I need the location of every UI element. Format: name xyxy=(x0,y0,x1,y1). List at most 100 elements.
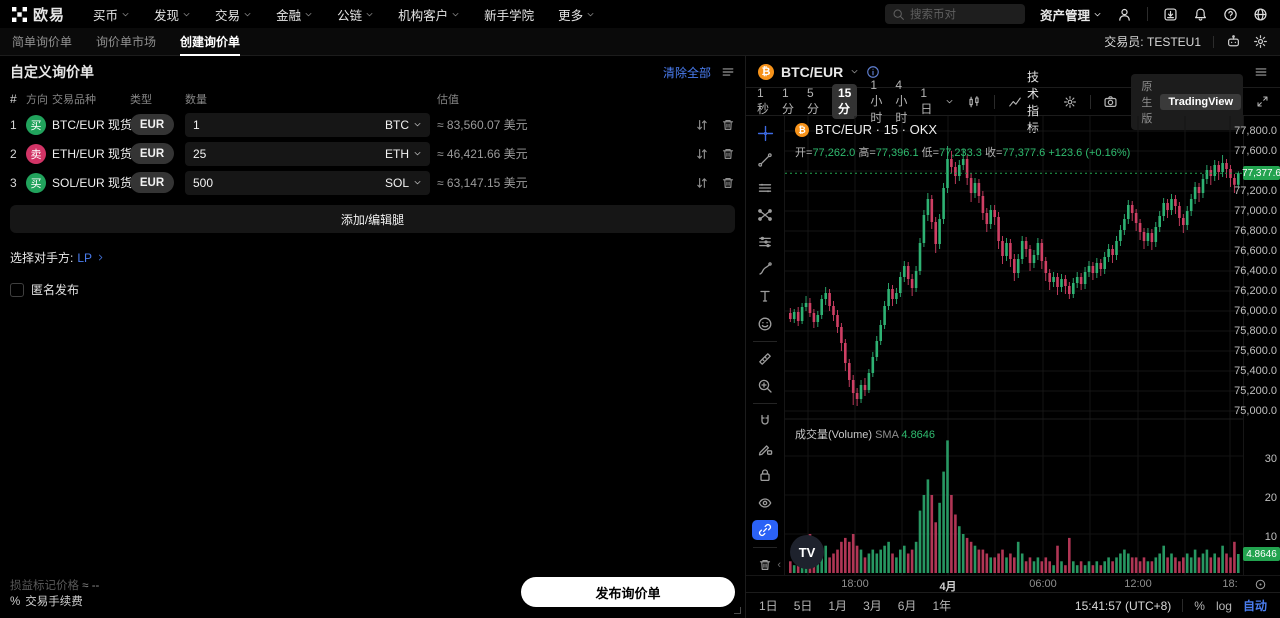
quote-currency-pill[interactable]: EUR xyxy=(130,172,174,193)
nav-item[interactable]: 发现 xyxy=(154,5,191,24)
log-scale-button[interactable]: log xyxy=(1215,598,1232,613)
percent-scale-button[interactable]: % xyxy=(1194,598,1205,613)
crosshair-tool-icon[interactable] xyxy=(752,123,778,143)
amount-input[interactable]: 1 BTC xyxy=(185,112,430,137)
nav-item[interactable]: 公链 xyxy=(337,5,374,24)
timeframe-1秒[interactable]: 1秒 xyxy=(757,86,770,116)
direction-badge[interactable]: 卖 xyxy=(26,143,46,164)
publish-rfq-button[interactable]: 发布询价单 xyxy=(521,577,735,607)
symbol-selector[interactable]: BTC/EUR xyxy=(781,63,844,80)
list-menu-icon[interactable] xyxy=(721,65,735,79)
native-version-tab[interactable]: 原生版 xyxy=(1141,80,1153,125)
expand-icon[interactable] xyxy=(1256,95,1269,108)
leg-index: 2 xyxy=(10,146,17,161)
anonymous-checkbox[interactable] xyxy=(10,282,24,297)
collapse-toolbar-arrow[interactable]: ‹ xyxy=(777,559,781,571)
nav-item[interactable]: 交易 xyxy=(215,5,252,24)
range-1年[interactable]: 1年 xyxy=(932,599,952,613)
brush-tool-icon[interactable] xyxy=(752,259,778,279)
nav-item-label: 新手学院 xyxy=(484,8,535,23)
swap-direction-icon[interactable] xyxy=(695,147,709,161)
trash-tool-icon[interactable] xyxy=(752,555,778,575)
counterparty-value-link[interactable]: LP xyxy=(77,250,93,265)
chart-plot-area[interactable]: ₿ BTC/EUR · 15 · OKX 开=77,262.0 高=77,396… xyxy=(785,116,1243,575)
tab-询价单市场[interactable]: 询价单市场 xyxy=(96,35,157,49)
clock[interactable]: 15:41:57 (UTC+8) xyxy=(1074,598,1172,613)
range-6月[interactable]: 6月 xyxy=(897,599,917,613)
range-1日[interactable]: 1日 xyxy=(759,599,778,613)
screenshot-icon[interactable] xyxy=(1103,94,1118,109)
range-1月[interactable]: 1月 xyxy=(828,599,848,613)
xabcd-pattern-tool-icon[interactable] xyxy=(752,205,778,225)
timeframe-4小时[interactable]: 4小时 xyxy=(895,77,908,125)
timeframe-1分[interactable]: 1分 xyxy=(782,86,795,116)
resize-corner[interactable] xyxy=(734,607,741,614)
clear-all-button[interactable]: 清除全部 xyxy=(662,65,711,80)
okx-logo[interactable]: 欧易 xyxy=(12,4,65,25)
goto-realtime-icon[interactable] xyxy=(1254,578,1267,591)
range-3月[interactable]: 3月 xyxy=(863,599,882,613)
timeframe-1小时[interactable]: 1小时 xyxy=(870,77,883,125)
direction-badge[interactable]: 买 xyxy=(26,114,46,135)
help-icon[interactable] xyxy=(1223,7,1238,22)
currency-select[interactable]: SOL xyxy=(385,176,422,190)
chevron-down-icon[interactable] xyxy=(850,67,859,76)
price-axis[interactable]: 77,800.0 77,600.0 77,200.0 77,000.0 76,800.0… xyxy=(1234,116,1280,575)
swap-direction-icon[interactable] xyxy=(695,118,709,132)
magnet-tool-icon[interactable] xyxy=(752,411,778,431)
bell-icon[interactable] xyxy=(1193,7,1208,22)
eye-tool-icon[interactable] xyxy=(752,492,778,512)
time-axis[interactable]: 18:00 4月 06:00 12:00 18: xyxy=(746,575,1280,593)
globe-icon[interactable] xyxy=(1253,7,1268,22)
download-icon[interactable] xyxy=(1163,7,1178,22)
currency-select[interactable]: BTC xyxy=(385,118,422,132)
range-5日[interactable]: 5日 xyxy=(793,599,813,613)
zoom-in-tool-icon[interactable] xyxy=(752,376,778,396)
timeframe-1日[interactable]: 1日 xyxy=(920,86,933,116)
tab-简单询价单[interactable]: 简单询价单 xyxy=(12,35,73,49)
text-tool-icon[interactable] xyxy=(752,286,778,306)
nav-item[interactable]: 新手学院 xyxy=(484,5,534,24)
nav-item[interactable]: 买币 xyxy=(93,5,130,24)
tab-创建询价单[interactable]: 创建询价单 xyxy=(180,28,241,56)
delete-leg-icon[interactable] xyxy=(721,147,735,161)
quote-currency-pill[interactable]: EUR xyxy=(130,143,174,164)
nav-item[interactable]: 机构客户 xyxy=(398,5,460,24)
tradingview-tab[interactable]: TradingView xyxy=(1160,93,1241,110)
emoji-tool-icon[interactable] xyxy=(752,313,778,333)
amount-input[interactable]: 500 SOL xyxy=(185,170,430,195)
trend-line-tool-icon[interactable] xyxy=(752,150,778,170)
leg-row: 2 卖 ETH/EUR 现货 EUR 25 ETH ≈ 46,421.66 美元 xyxy=(0,139,745,168)
user-icon[interactable] xyxy=(1117,7,1132,22)
asset-management-menu[interactable]: 资产管理 xyxy=(1040,5,1102,24)
auto-scale-button[interactable]: 自动 xyxy=(1242,599,1267,613)
search-input[interactable]: 搜索币对 xyxy=(884,4,1025,24)
quote-currency-pill[interactable]: EUR xyxy=(130,114,174,135)
lock-tool-icon[interactable] xyxy=(752,465,778,485)
info-icon[interactable] xyxy=(866,65,880,79)
delete-leg-icon[interactable] xyxy=(721,118,735,132)
gear-icon[interactable] xyxy=(1253,34,1268,49)
long-position-tool-icon[interactable] xyxy=(752,232,778,252)
link-tool-icon[interactable] xyxy=(752,519,778,540)
draw-lock-tool-icon[interactable] xyxy=(752,438,778,458)
chart-settings-icon[interactable] xyxy=(1063,95,1077,109)
nav-item[interactable]: 更多 xyxy=(558,5,595,24)
timeframe-5分[interactable]: 5分 xyxy=(807,86,820,116)
chart-type-icon[interactable] xyxy=(967,95,981,109)
timeframe-15分[interactable]: 15分 xyxy=(832,84,858,119)
parallel-channel-tool-icon[interactable] xyxy=(752,177,778,197)
chart-menu-icon[interactable] xyxy=(1254,65,1268,79)
delete-leg-icon[interactable] xyxy=(721,176,735,190)
trading-fee[interactable]: % 交易手续费 xyxy=(10,596,83,608)
timeframe-more-icon[interactable] xyxy=(945,97,954,106)
direction-badge[interactable]: 买 xyxy=(26,172,46,193)
chevron-right-icon[interactable] xyxy=(96,253,105,262)
add-edit-legs-button[interactable]: 添加/编辑腿 xyxy=(10,205,735,233)
currency-select[interactable]: ETH xyxy=(385,147,422,161)
ruler-tool-icon[interactable] xyxy=(752,349,778,369)
swap-direction-icon[interactable] xyxy=(695,176,709,190)
nav-item[interactable]: 金融 xyxy=(276,5,313,24)
amount-input[interactable]: 25 ETH xyxy=(185,141,430,166)
robot-icon[interactable] xyxy=(1226,34,1241,49)
